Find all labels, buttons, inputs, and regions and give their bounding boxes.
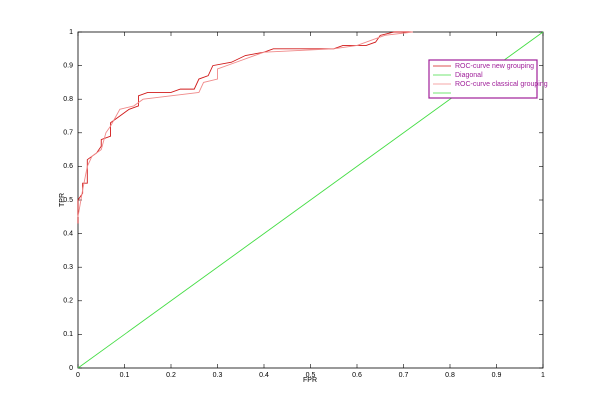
y-tick-label: 0.2 — [63, 298, 73, 305]
x-tick-label: 0.4 — [259, 372, 269, 379]
y-tick-label: 0 — [69, 365, 73, 372]
x-tick-label: 0.9 — [492, 372, 502, 379]
legend-label: ROC-curve classical grouping — [455, 81, 548, 88]
x-tick-label: 0.5 — [306, 372, 316, 379]
y-tick-label: 0.3 — [63, 264, 73, 271]
y-tick-label: 0.4 — [63, 230, 73, 237]
y-axis-label: TPR — [59, 193, 66, 207]
x-tick-label: 0.2 — [166, 372, 176, 379]
x-tick-label: 0.6 — [352, 372, 362, 379]
x-tick-label: 1 — [541, 372, 545, 379]
y-tick-label: 0.9 — [63, 62, 73, 69]
y-tick-label: 1 — [69, 29, 73, 36]
x-tick-label: 0.7 — [399, 372, 409, 379]
y-tick-label: 0.5 — [63, 197, 73, 204]
y-tick-label: 0.1 — [63, 331, 73, 338]
x-tick-label: 0.3 — [213, 372, 223, 379]
series-line — [77, 31, 413, 217]
x-axis-label: FPR — [303, 377, 317, 384]
x-tick-label: 0.8 — [445, 372, 455, 379]
y-tick-label: 0.7 — [63, 130, 73, 137]
legend: ROC-curve new grouping Diagonal ROC-curve … — [428, 59, 548, 99]
y-tick-label: 0.8 — [63, 96, 73, 103]
x-tick-label: 0 — [76, 372, 80, 379]
legend-label: Diagonal — [455, 72, 483, 79]
x-tick-label: 0.1 — [120, 372, 130, 379]
legend-label: ROC-curve new grouping — [455, 63, 534, 70]
y-tick-label: 0.6 — [63, 163, 73, 170]
